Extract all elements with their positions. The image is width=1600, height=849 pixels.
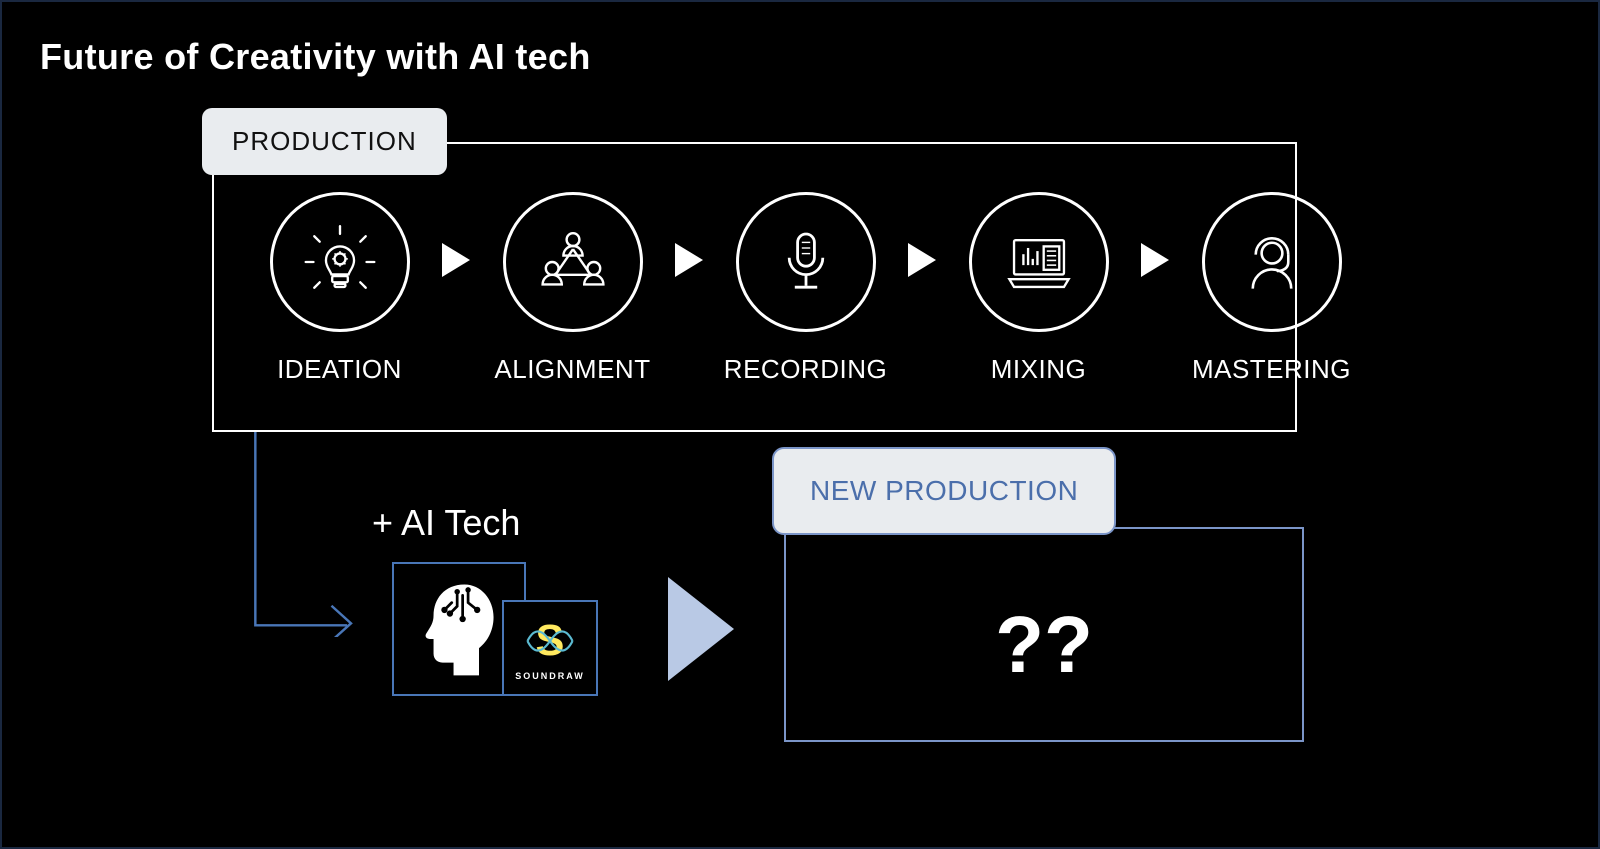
chevron-right-icon xyxy=(675,243,703,277)
stage-label: MASTERING xyxy=(1192,354,1351,385)
stage-label: RECORDING xyxy=(724,354,887,385)
soundraw-label: SOUNDRAW xyxy=(515,671,585,681)
production-label: PRODUCTION xyxy=(202,108,447,175)
lightbulb-gear-icon xyxy=(270,192,410,332)
production-stages: IDEATION xyxy=(237,192,1374,385)
stage-label: ALIGNMENT xyxy=(494,354,650,385)
chevron-right-icon xyxy=(1141,243,1169,277)
new-production-content: ?? xyxy=(995,599,1093,691)
microphone-icon xyxy=(736,192,876,332)
big-arrow-icon xyxy=(668,577,734,686)
stage-label: MIXING xyxy=(991,354,1086,385)
stage-alignment: ALIGNMENT xyxy=(470,192,675,385)
stage-recording: RECORDING xyxy=(703,192,908,385)
chevron-right-icon xyxy=(442,243,470,277)
new-production-label: NEW PRODUCTION xyxy=(772,447,1116,535)
flow-arrow-icon xyxy=(250,432,370,637)
stage-ideation: IDEATION xyxy=(237,192,442,385)
new-production-box: ?? xyxy=(784,527,1304,742)
people-network-icon xyxy=(503,192,643,332)
soundraw-logo: S SOUNDRAW xyxy=(502,600,598,696)
page-title: Future of Creativity with AI tech xyxy=(40,36,591,78)
stage-mastering: MASTERING xyxy=(1169,192,1374,385)
stage-mixing: MIXING xyxy=(936,192,1141,385)
headset-person-icon xyxy=(1202,192,1342,332)
laptop-mixer-icon xyxy=(969,192,1109,332)
chevron-right-icon xyxy=(908,243,936,277)
ai-tech-label: + AI Tech xyxy=(372,502,520,544)
stage-label: IDEATION xyxy=(277,354,402,385)
